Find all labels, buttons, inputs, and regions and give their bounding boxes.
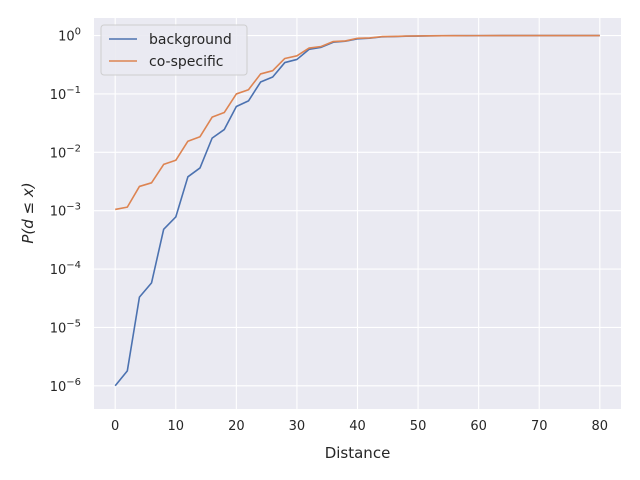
y-tick-label: 10−2	[50, 143, 81, 161]
series-line-co-specific	[115, 34, 600, 211]
y-tick-label: 10−4	[50, 260, 81, 278]
y-tick-label: 10−1	[50, 85, 81, 103]
y-tick-label: 10−6	[50, 377, 81, 395]
x-tick-label: 50	[410, 419, 427, 434]
x-axis-ticks: 0 10 20 30 40 50 60 70 80	[111, 419, 608, 434]
y-axis-ticks: 10−6 10−5 10−4 10−3 10−2 10−1 100	[50, 27, 81, 395]
y-tick-label: 100	[58, 27, 81, 45]
x-tick-label: 20	[228, 419, 245, 434]
series-layer	[114, 34, 600, 387]
y-tick-label: 10−5	[50, 318, 81, 336]
x-tick-label: 10	[168, 419, 185, 434]
legend: background co-specific	[100, 24, 248, 76]
x-tick-label: 70	[531, 419, 548, 434]
x-axis-label: Distance	[325, 444, 391, 462]
legend-box	[100, 24, 248, 76]
x-tick-label: 40	[349, 419, 366, 434]
y-tick-label: 10−3	[50, 202, 81, 220]
y-axis-label: P(d ≤ x)	[19, 182, 37, 243]
x-tick-label: 0	[111, 419, 119, 434]
x-tick-label: 80	[592, 419, 609, 434]
legend-label-co-specific: co-specific	[149, 54, 223, 70]
x-tick-label: 30	[289, 419, 306, 434]
x-tick-label: 60	[470, 419, 487, 434]
legend-label-background: background	[149, 32, 232, 48]
grid-lines	[94, 18, 621, 409]
